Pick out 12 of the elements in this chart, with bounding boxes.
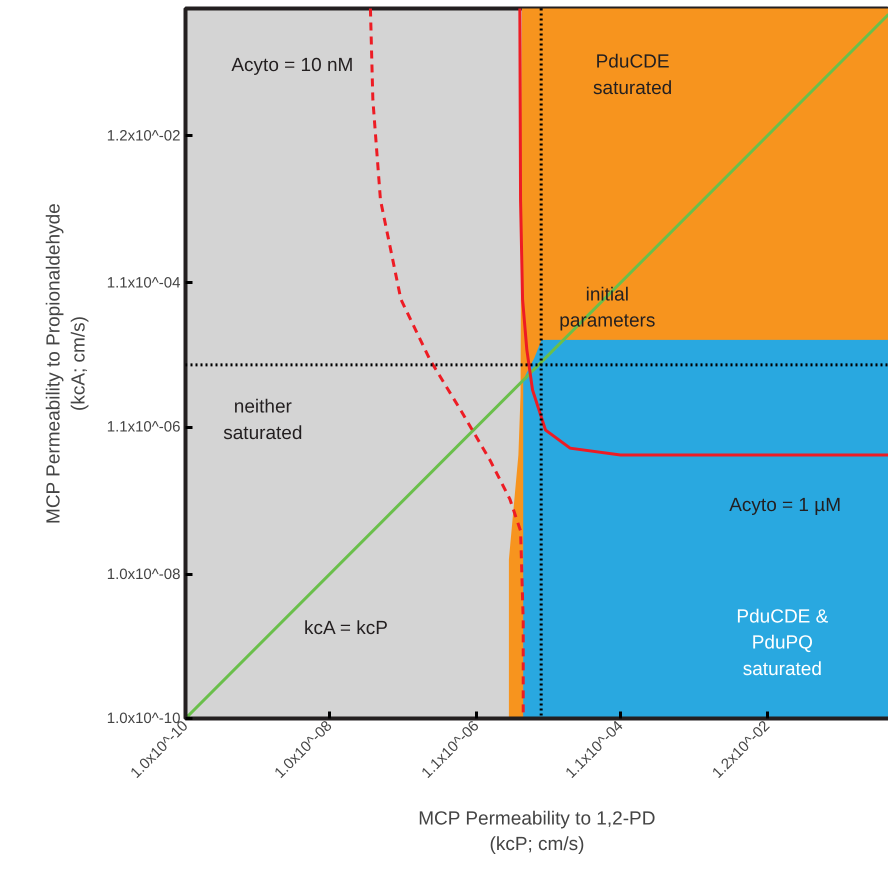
y-axis-title: MCP Permeability to Propionaldehyde (kcA; cm/s)	[44, 203, 90, 524]
y-tick-label: 1.0x10^-08	[106, 566, 181, 583]
y-tick-label: 1.1x10^-04	[106, 274, 181, 292]
text: Acyto = 1 µM	[729, 495, 842, 516]
x-axis-title: MCP Permeability to 1,2-PD (kcP; cm/s)	[418, 808, 656, 855]
series-label: PduCDE & PduPQ saturated	[736, 606, 829, 680]
series-label: Acyto = 10 nM	[231, 54, 354, 76]
series-label: PduCDE saturated	[593, 52, 672, 99]
y-tick-label: 1.1x10^-06	[106, 418, 181, 436]
series-label: kcA = kcP	[304, 618, 388, 639]
annotation: neither saturated	[223, 396, 302, 444]
y-tick-label: 1.2x10^-02	[106, 127, 181, 144]
